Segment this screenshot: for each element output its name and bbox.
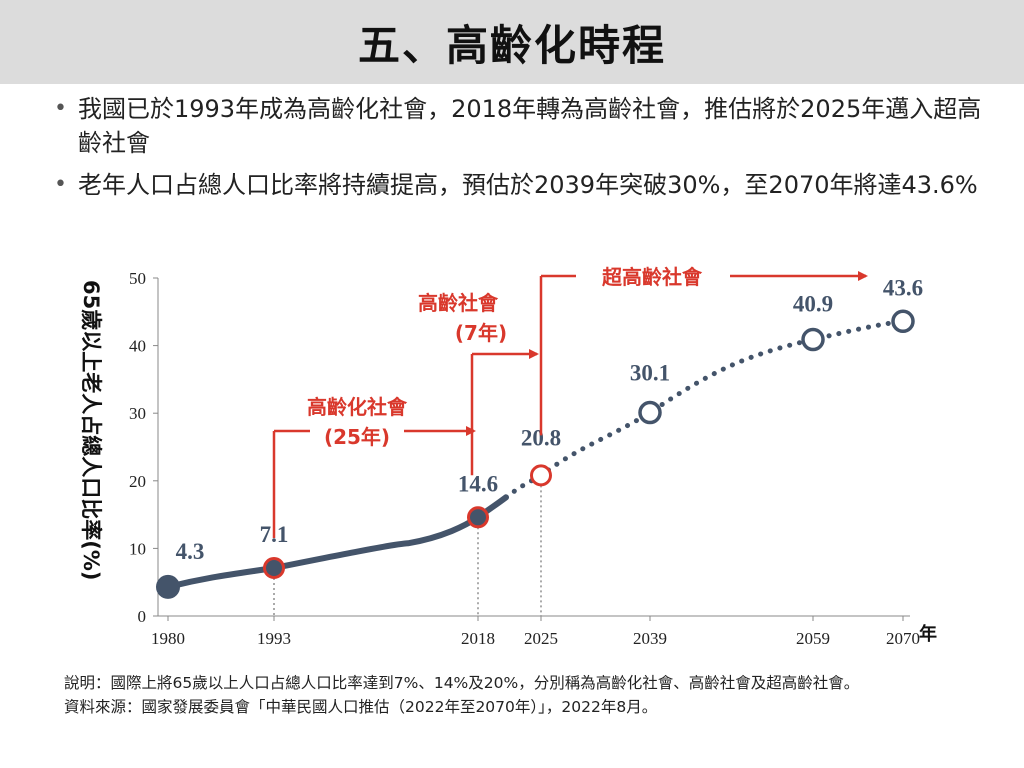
x-tick-label: 2039 [633, 629, 667, 648]
x-tick-label: 2070 [886, 629, 920, 648]
projection-trend-line [503, 318, 906, 500]
bullet-text: 我國已於1993年成為高齡化社會，2018年轉為高齡社會，推估將於2025年邁入… [78, 95, 982, 157]
data-point-marker [156, 574, 180, 599]
x-tick-label: 2018 [461, 629, 495, 648]
explanation-note: 說明： 國際上將65歲以上人口占總人口比率達到7%、14%及20%，分別稱為高齡… [64, 672, 984, 694]
data-point-label: 14.6 [458, 471, 498, 496]
y-tick-label: 50 [129, 269, 146, 288]
x-tick-label: 1993 [257, 629, 291, 648]
stage-duration: (7年) [455, 321, 507, 345]
stage-label: 超高齡社會 [601, 265, 703, 289]
y-tick-label: 0 [138, 607, 147, 626]
data-point-label: 40.9 [793, 292, 833, 317]
bullet-dot-icon: • [54, 172, 67, 197]
stage-duration: (25年) [324, 425, 390, 449]
footnotes: 說明： 國際上將65歲以上人口占總人口比率達到7%、14%及20%，分別稱為高齡… [64, 672, 984, 718]
bullet-item: • 我國已於1993年成為高齡化社會，2018年轉為高齡社會，推估將於2025年… [52, 92, 992, 160]
x-axis-label: 年 [919, 623, 937, 645]
data-point-label: 4.3 [176, 539, 205, 564]
data-point-label: 43.6 [883, 275, 923, 300]
data-point-marker [263, 557, 285, 580]
page-title: 五、高齡化時程 [357, 20, 666, 70]
bullet-list: • 我國已於1993年成為高齡化社會，2018年轉為高齡社會，推估將於2025年… [52, 92, 992, 210]
y-tick-label: 10 [129, 539, 146, 558]
source-note: 資料來源：國家發展委員會「中華民國人口推估（2022年至2070年）」，2022… [64, 698, 658, 716]
x-tick-label: 2059 [796, 629, 830, 648]
y-tick-label: 30 [129, 404, 146, 423]
data-point-marker [891, 309, 915, 334]
bullet-item: • 老年人口占總人口比率將持續提高，預估於2039年突破30%，至2070年將達… [52, 168, 992, 202]
x-tick-label: 2025 [524, 629, 558, 648]
y-axis-label: 65歲以上老人占總人口比率(%) [79, 280, 103, 580]
data-point-label: 30.1 [630, 361, 670, 386]
data-point-marker [530, 464, 552, 487]
title-bar: 五、高齡化時程 [0, 0, 1024, 84]
x-tick-label: 1980 [151, 629, 185, 648]
data-point-marker [467, 506, 489, 529]
y-tick-label: 20 [129, 472, 146, 491]
stage-label: 高齡化社會 [307, 395, 408, 419]
stage-label: 高齡社會 [418, 291, 499, 315]
bullet-text: 老年人口占總人口比率將持續提高，預估於2039年突破30%，至2070年將達43… [78, 171, 978, 199]
y-tick-label: 40 [129, 337, 146, 356]
aging-chart: 0 10 20 30 40 50 65歲以上老人占總人口比率(%) 1980 1993 2018 2… [79, 265, 937, 648]
data-point-marker [638, 400, 662, 425]
explanation-text: 國際上將65歲以上人口占總人口比率達到7%、14%及20%，分別稱為高齡化社會、… [110, 674, 860, 692]
explanation-label: 說明： [64, 674, 111, 692]
bullet-dot-icon: • [54, 96, 67, 121]
actual-trend-line [165, 494, 509, 590]
data-point-marker [801, 327, 825, 352]
